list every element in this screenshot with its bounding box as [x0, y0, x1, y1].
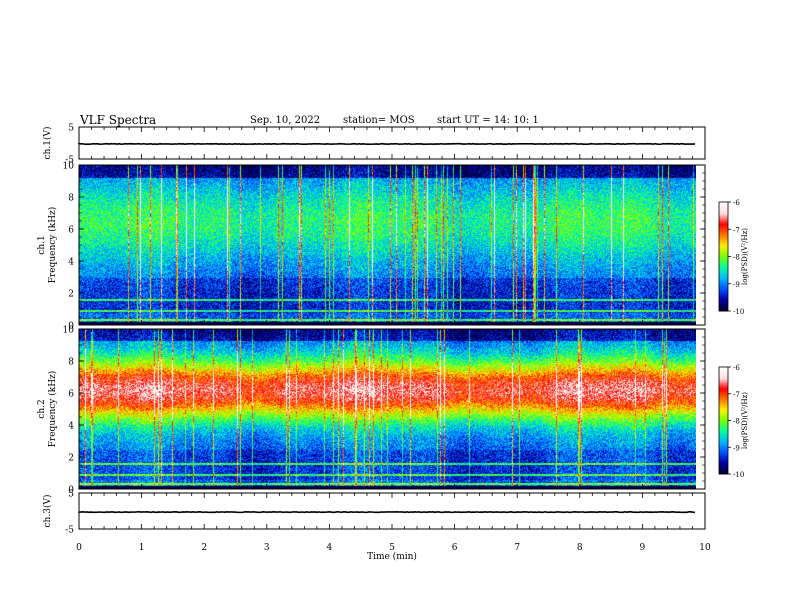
colorbar-tick-label: -7	[733, 226, 740, 234]
header-station: station= MOS	[343, 115, 415, 126]
colorbar-tick-label: -10	[733, 308, 744, 316]
y-tick-label: 2	[68, 290, 74, 300]
y-tick-label: 8	[68, 358, 74, 368]
header-start-time: start UT = 14: 10: 1	[437, 115, 539, 126]
ch1-spectrogram-image	[79, 165, 696, 325]
y-tick-label: 6	[68, 226, 74, 236]
y-tick-label: 0	[68, 486, 74, 496]
y-tick-label: 10	[63, 162, 75, 172]
y-axis-label: ch.1	[37, 235, 47, 254]
y-tick-label: 4	[68, 422, 74, 432]
colorbar-tick-label: -9	[733, 281, 740, 289]
y-tick-label: 5	[68, 124, 74, 134]
colorbar-tick-label: -8	[733, 254, 740, 262]
x-tick-label: 6	[452, 543, 458, 553]
y-tick-label: 0	[68, 322, 74, 332]
colorbar-label: log(PSD)(V²/Hz)	[741, 392, 749, 449]
x-tick-label: 2	[201, 543, 207, 553]
y-axis-label: ch.1(V)	[42, 127, 53, 160]
x-tick-label: 4	[327, 543, 333, 553]
colorbar-tick-label: -9	[733, 444, 740, 452]
y-tick-label: 5	[68, 490, 74, 500]
y-axis-label: Frequency (kHz)	[47, 371, 58, 448]
x-tick-label: 7	[514, 543, 520, 553]
y-axis-label: ch.3(V)	[42, 495, 53, 528]
x-tick-label: 9	[640, 543, 646, 553]
panel-frame-4	[78, 492, 706, 530]
colorbar-tick-label: -8	[733, 418, 740, 426]
x-tick-label: 8	[577, 543, 583, 553]
x-axis-title: Time (min)	[367, 551, 417, 562]
ch1-waveform-trace	[78, 142, 696, 146]
x-tick-label: 0	[76, 543, 82, 553]
y-tick-label: 6	[68, 390, 74, 400]
x-tick-label: 5	[389, 543, 395, 553]
y-tick-label: -5	[65, 156, 74, 166]
colorbar-tick-label: -10	[733, 471, 744, 479]
ch2-spectrogram-image	[79, 329, 696, 489]
y-tick-label: -5	[65, 526, 74, 536]
y-tick-label: 2	[68, 454, 74, 464]
y-tick-label: 10	[63, 326, 75, 336]
y-axis-label: ch.2	[37, 399, 47, 418]
colorbar-tick-label: -6	[733, 364, 740, 372]
ch3-waveform-trace	[78, 510, 696, 514]
x-tick-label: 3	[264, 543, 270, 553]
y-tick-label: 4	[68, 258, 74, 268]
colorbar-tick-label: -7	[733, 391, 740, 399]
x-tick-label: 1	[139, 543, 145, 553]
header-title: VLF Spectra	[80, 113, 157, 127]
colorbar-tick-label: -6	[733, 199, 740, 207]
y-tick-label: 8	[68, 194, 74, 204]
colorbar-label: log(PSD)(V²/Hz)	[741, 228, 749, 285]
header-date: Sep. 10, 2022	[250, 115, 321, 126]
y-axis-label: Frequency (kHz)	[47, 207, 58, 284]
x-tick-label: 10	[699, 543, 711, 553]
